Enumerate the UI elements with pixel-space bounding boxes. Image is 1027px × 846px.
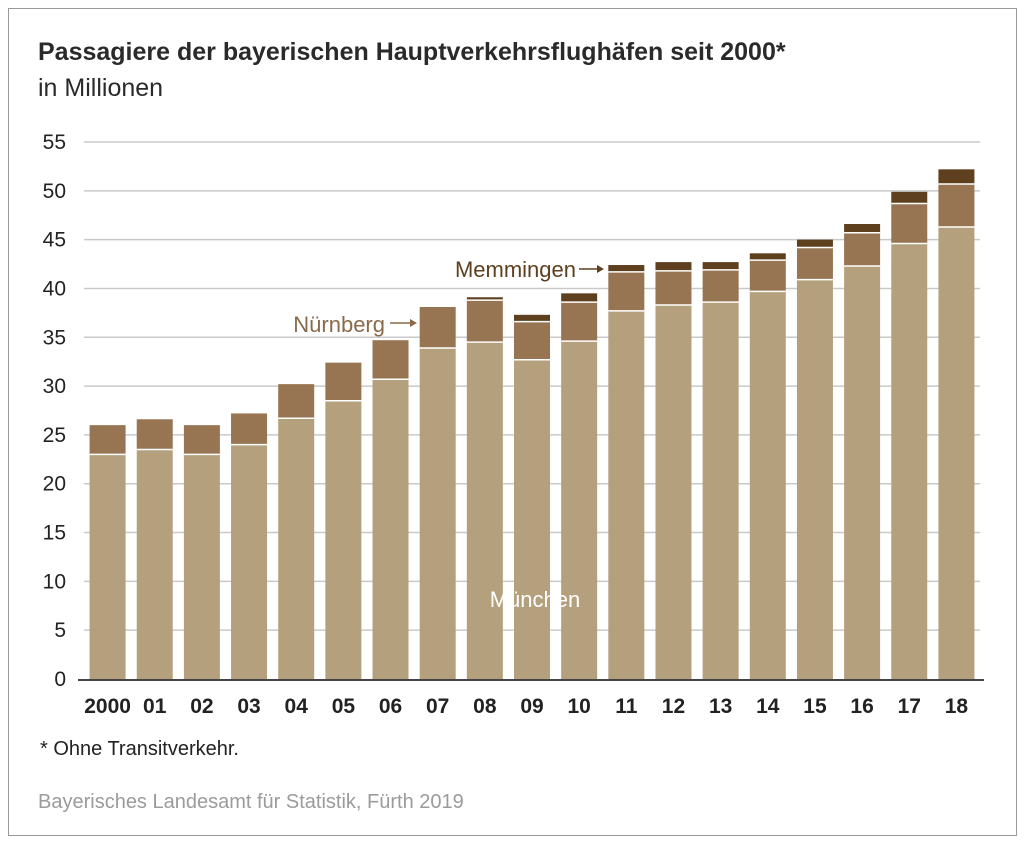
bar-mnchen-09	[514, 359, 550, 679]
bar-mnchen-16	[844, 265, 881, 679]
footnote: * Ohne Transitverkehr.	[40, 738, 239, 760]
bar-nrnberg-01	[136, 419, 173, 450]
y-tick-label: 15	[43, 522, 66, 545]
x-tick-label: 2000	[84, 695, 131, 718]
annotation-layer: München Nürnberg Memmingen	[293, 257, 604, 612]
bar-mnchen-14	[749, 291, 786, 679]
bar-mnchen-15	[796, 279, 833, 679]
x-tick-label: 16	[850, 695, 873, 718]
bar-nrnberg-11	[608, 271, 645, 311]
x-tick-label: 18	[945, 695, 969, 718]
bar-mnchen-01	[136, 449, 173, 679]
bar-nrnberg-04	[278, 384, 315, 419]
y-tick-label: 25	[43, 424, 66, 447]
arrowhead-memmingen	[597, 265, 604, 273]
bar-mnchen-2000	[89, 454, 126, 679]
x-tick-label: 03	[237, 695, 260, 718]
y-tick-label: 20	[43, 473, 66, 496]
x-tick-label: 13	[709, 695, 732, 718]
bar-nrnberg-02	[183, 425, 220, 455]
bar-nrnberg-03	[231, 413, 268, 445]
bar-nrnberg-14	[749, 260, 786, 292]
bar-mnchen-18	[938, 226, 975, 679]
y-tick-label: 10	[43, 570, 66, 593]
label-nuernberg: Nürnberg	[293, 312, 385, 337]
bars-layer	[89, 169, 975, 680]
y-tick-label: 5	[54, 619, 66, 642]
x-tick-label: 11	[615, 695, 638, 718]
bar-mnchen-07	[419, 348, 456, 679]
bar-mnchen-06	[372, 379, 409, 679]
label-muenchen: München	[490, 587, 581, 612]
bar-nrnberg-06	[372, 340, 409, 380]
bar-nrnberg-08	[466, 300, 503, 343]
bar-mnchen-05	[325, 400, 362, 679]
bar-nrnberg-15	[796, 247, 833, 280]
chart-title: Passagiere der bayerischen Hauptverkehrs…	[38, 38, 786, 66]
y-tick-label: 35	[43, 326, 66, 349]
bar-mnchen-11	[608, 310, 645, 679]
x-tick-label: 14	[756, 695, 780, 718]
source-note: Bayerisches Landesamt für Statistik, Für…	[38, 791, 464, 813]
x-tick-label: 06	[379, 695, 402, 718]
x-tick-label: 17	[898, 695, 921, 718]
y-tick-label: 0	[54, 668, 66, 691]
bar-memmingen-09	[514, 314, 550, 322]
bar-nrnberg-09	[514, 321, 550, 360]
bar-mnchen-04	[278, 418, 315, 679]
bar-nrnberg-18	[938, 183, 975, 227]
x-tick-label: 05	[332, 695, 356, 718]
x-tick-label: 15	[803, 695, 827, 718]
bar-nrnberg-10	[561, 302, 598, 342]
x-tick-label: 12	[662, 695, 685, 718]
y-tick-label: 50	[43, 180, 66, 203]
bar-nrnberg-12	[655, 270, 692, 306]
label-memmingen: Memmingen	[455, 257, 576, 282]
y-tick-label: 45	[43, 229, 66, 252]
bar-nrnberg-05	[325, 362, 362, 401]
bar-nrnberg-16	[844, 232, 881, 266]
bar-memmingen-11	[608, 265, 645, 272]
y-tick-label: 40	[43, 277, 66, 300]
bar-memmingen-17	[891, 191, 928, 204]
bar-nrnberg-17	[891, 203, 928, 244]
x-tick-label: 10	[567, 695, 590, 718]
chart-subtitle: in Millionen	[38, 74, 164, 102]
bar-memmingen-10	[561, 293, 598, 303]
x-tick-label: 07	[426, 695, 449, 718]
bar-nrnberg-2000	[89, 425, 126, 455]
bar-memmingen-15	[796, 239, 833, 248]
bar-mnchen-08	[466, 342, 503, 679]
x-tick-label: 09	[520, 695, 543, 718]
x-tick-label: 02	[190, 695, 213, 718]
arrowhead-nuernberg	[410, 319, 417, 327]
bar-memmingen-14	[749, 253, 786, 261]
bar-mnchen-02	[183, 454, 220, 679]
y-tick-label: 55	[43, 131, 66, 154]
bar-memmingen-12	[655, 262, 692, 271]
x-tick-label: 01	[143, 695, 167, 718]
y-tick-label: 30	[43, 375, 66, 398]
bar-nrnberg-13	[702, 269, 739, 303]
bar-mnchen-03	[231, 444, 268, 679]
x-tick-label: 04	[285, 695, 309, 718]
bar-mnchen-13	[702, 302, 739, 679]
bar-mnchen-17	[891, 243, 928, 680]
bar-memmingen-08	[466, 297, 503, 301]
bar-mnchen-12	[655, 305, 692, 679]
bar-mnchen-10	[561, 341, 598, 679]
bar-memmingen-18	[938, 169, 975, 184]
x-tick-label: 08	[473, 695, 497, 718]
bar-memmingen-16	[844, 224, 881, 233]
bar-nrnberg-07	[419, 307, 456, 349]
bar-memmingen-13	[702, 262, 739, 270]
